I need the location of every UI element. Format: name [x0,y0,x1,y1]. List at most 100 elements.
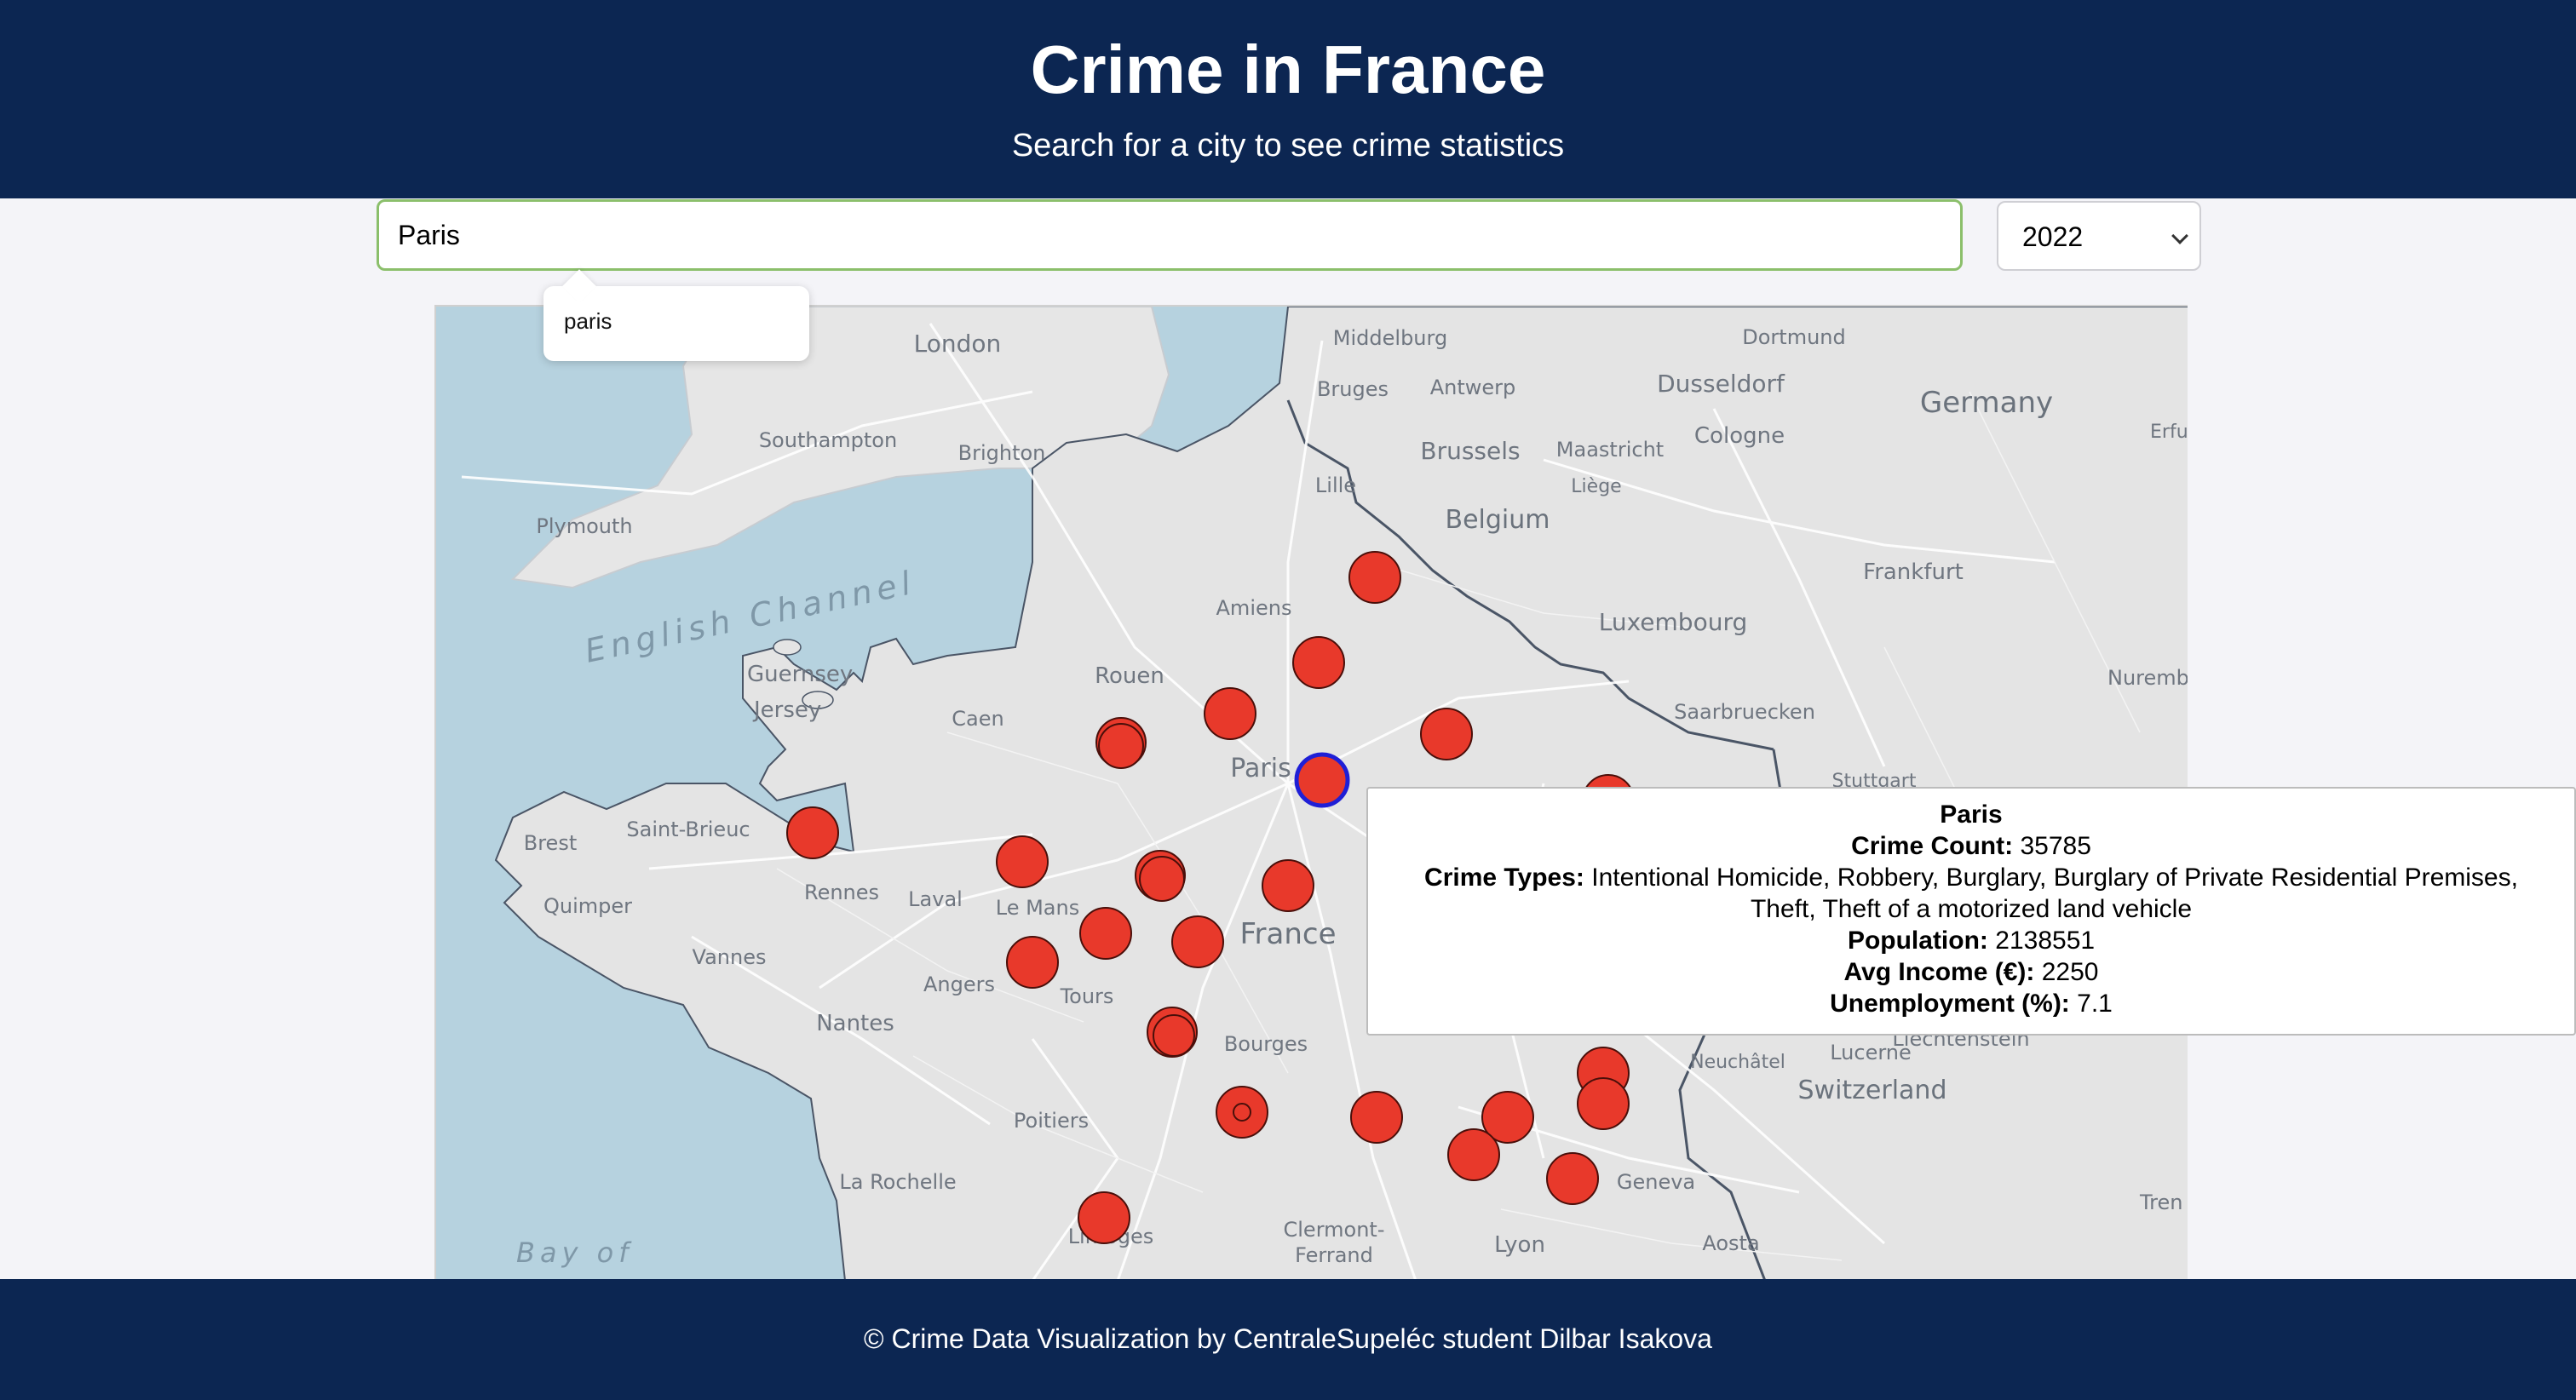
map-label-le-mans: Le Mans [996,896,1079,920]
crime-marker[interactable] [1171,915,1224,968]
map-label-lille: Lille [1315,473,1356,497]
map-label-luxembourg: Luxembourg [1599,608,1748,636]
england-landmass [510,307,1170,589]
map-label-dusseldorf: Dusseldorf [1657,370,1785,398]
crime-marker[interactable] [1546,1152,1599,1205]
map-label-ferrand: Ferrand [1295,1243,1373,1267]
tooltip-income-label: Avg Income (€): [1843,958,2035,986]
city-search-input[interactable] [377,199,1963,271]
crime-marker[interactable] [786,806,839,859]
crime-marker[interactable] [1420,708,1473,760]
year-select-value: 2022 [2022,221,2084,252]
crime-map[interactable]: London Southampton Brighton Plymouth Eng… [434,305,2188,1279]
map-label-belgium: Belgium [1446,505,1550,535]
tooltip-income: 2250 [2041,958,2099,986]
map-label-paris: Paris [1230,754,1291,783]
suggestion-pointer [562,269,596,303]
map-label-bruges: Bruges [1317,377,1389,401]
map-label-tours: Tours [1060,984,1114,1008]
map-label-dortmund: Dortmund [1742,325,1845,349]
map-label-quimper: Quimper [543,894,632,918]
map-label-aosta: Aosta [1702,1231,1759,1255]
map-label-guernsey: Guernsey [747,662,853,687]
crime-marker[interactable] [1079,907,1132,960]
tooltip-crime-types-2: Theft, Theft of a motorized land vehicle [1750,895,2193,923]
crime-marker[interactable] [1262,859,1314,912]
chevron-down-icon [2171,227,2188,244]
map-label-bourges: Bourges [1224,1032,1308,1056]
tooltip-crime-count-line: Crime Count: 35785 [1368,830,2574,862]
map-label-poitiers: Poitiers [1014,1109,1089,1133]
map-label-southampton: Southampton [759,428,897,452]
map-label-lyon: Lyon [1494,1232,1545,1258]
map-label-clermont: Clermont- [1284,1218,1385,1242]
map-label-frankfurt: Frankfurt [1863,559,1964,585]
guernsey-island [773,639,802,656]
footer-credit: © Crime Data Visualization by CentraleSu… [864,1323,1712,1354]
map-label-saarbrucken: Saarbruecken [1674,700,1815,724]
map-label-plymouth: Plymouth [536,514,632,538]
crime-marker[interactable] [1292,636,1345,689]
tooltip-crime-count: 35785 [2020,832,2091,860]
map-label-brighton: Brighton [958,441,1046,465]
crime-marker-selected-paris[interactable] [1294,752,1350,808]
tooltip-population-line: Population: 2138551 [1368,925,2574,956]
tooltip-crime-types-label: Crime Types: [1424,864,1584,892]
map-label-liege: Liège [1571,476,1621,497]
map-label-angers: Angers [923,973,995,996]
crime-marker[interactable] [1006,936,1059,989]
crime-markers[interactable] [786,551,1635,1244]
tooltip-crime-types-line-2: Theft, Theft of a motorized land vehicle [1368,893,2574,925]
search-suggestion-dropdown[interactable]: paris [543,269,809,361]
jersey-island [802,691,834,709]
map-label-trento: Tren [2139,1191,2182,1214]
map-label-antwerp: Antwerp [1430,376,1516,399]
page-header: Crime in France Search for a city to see… [0,0,2576,198]
map-label-nantes: Nantes [816,1011,894,1036]
map-label-middelburg: Middelburg [1333,326,1447,350]
crime-marker[interactable] [1139,856,1185,902]
crime-marker[interactable] [1078,1191,1130,1244]
crime-marker[interactable] [1348,551,1401,604]
map-label-erfurt: Erfur [2150,422,2188,443]
map-label-geneva: Geneva [1617,1170,1695,1194]
map-label-brest: Brest [524,831,577,855]
map-label-vannes: Vannes [693,945,767,969]
map-label-nuremberg: Nuremb [2107,666,2188,690]
page-subtitle: Search for a city to see crime statistic… [1011,128,1565,164]
tooltip-crime-types-line: Crime Types: Intentional Homicide, Robbe… [1368,862,2574,893]
crime-marker[interactable] [1447,1128,1500,1181]
crime-marker[interactable] [1350,1091,1403,1144]
tooltip-crime-types-1: Intentional Homicide, Robbery, Burglary,… [1591,864,2518,892]
crime-marker[interactable] [1098,723,1144,769]
map-label-neuchatel: Neuchâtel [1690,1052,1785,1073]
suggestion-item-paris[interactable]: paris [564,308,612,335]
border-belgium-france [1286,399,1774,751]
tooltip-unemployment-line: Unemployment (%): 7.1 [1368,988,2574,1019]
crime-marker[interactable] [1577,1077,1630,1130]
map-label-brussels: Brussels [1420,437,1520,465]
crime-marker[interactable] [1204,687,1256,740]
map-label-france: France [1239,917,1336,951]
tooltip-unemployment-label: Unemployment (%): [1830,990,2070,1018]
map-label-rouen: Rouen [1095,663,1164,689]
tooltip-city-line: Paris [1368,799,2574,830]
map-label-london: London [914,330,1002,358]
map-label-germany: Germany [1920,386,2053,420]
map-label-amiens: Amiens [1216,596,1292,620]
map-label-rennes: Rennes [804,881,879,904]
map-label-saint-brieuc: Saint-Brieuc [626,818,750,841]
year-select[interactable]: 2022 [1997,201,2201,271]
tooltip-population-label: Population: [1847,927,1988,955]
tooltip-income-line: Avg Income (€): 2250 [1368,956,2574,988]
city-tooltip: Paris Crime Count: 35785 Crime Types: In… [1366,787,2576,1036]
tooltip-city: Paris [1940,800,2003,829]
crime-marker[interactable] [996,835,1049,888]
crime-marker[interactable] [1481,1091,1534,1144]
crime-marker[interactable] [1233,1103,1251,1122]
map-label-caen: Caen [952,707,1003,731]
map-label-bay-of: Bay of [516,1236,634,1269]
map-label-laval: Laval [908,887,963,911]
crime-marker[interactable] [1153,1014,1195,1057]
map-label-switzerland: Switzerland [1798,1076,1947,1105]
